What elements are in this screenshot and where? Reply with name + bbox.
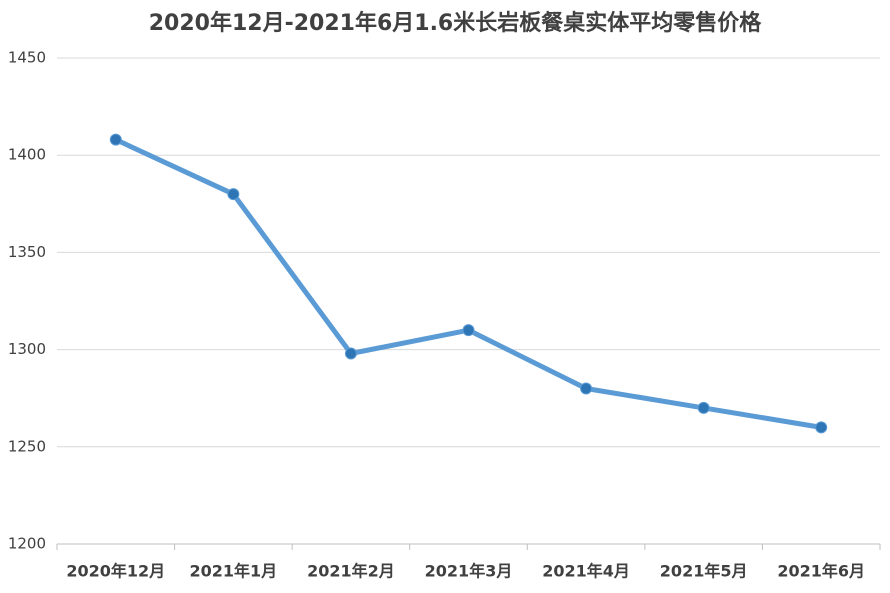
x-tick-label: 2021年2月	[307, 562, 395, 581]
y-tick-label: 1200	[8, 535, 46, 553]
x-tick-label: 2020年12月	[66, 562, 165, 581]
x-tick-label: 2021年6月	[777, 562, 865, 581]
y-tick-label: 1250	[8, 437, 46, 455]
y-tick-label: 1350	[8, 243, 46, 261]
marker	[227, 188, 240, 201]
marker	[462, 324, 475, 337]
marker	[344, 347, 357, 360]
x-tick-label: 2021年4月	[542, 562, 630, 581]
x-tick-label: 2021年1月	[190, 562, 278, 581]
y-tick-label: 1300	[8, 340, 46, 358]
x-tick-label: 2021年3月	[425, 562, 513, 581]
x-tick-label: 2021年5月	[660, 562, 748, 581]
marker	[580, 382, 593, 395]
line	[113, 137, 824, 430]
marker	[697, 401, 710, 414]
y-tick-label: 1450	[8, 49, 46, 67]
marker	[109, 133, 122, 146]
marker	[815, 421, 828, 434]
y-tick-label: 1400	[8, 146, 46, 164]
chart-title: 2020年12月-2021年6月1.6米长岩板餐桌实体平均零售价格	[149, 10, 762, 36]
